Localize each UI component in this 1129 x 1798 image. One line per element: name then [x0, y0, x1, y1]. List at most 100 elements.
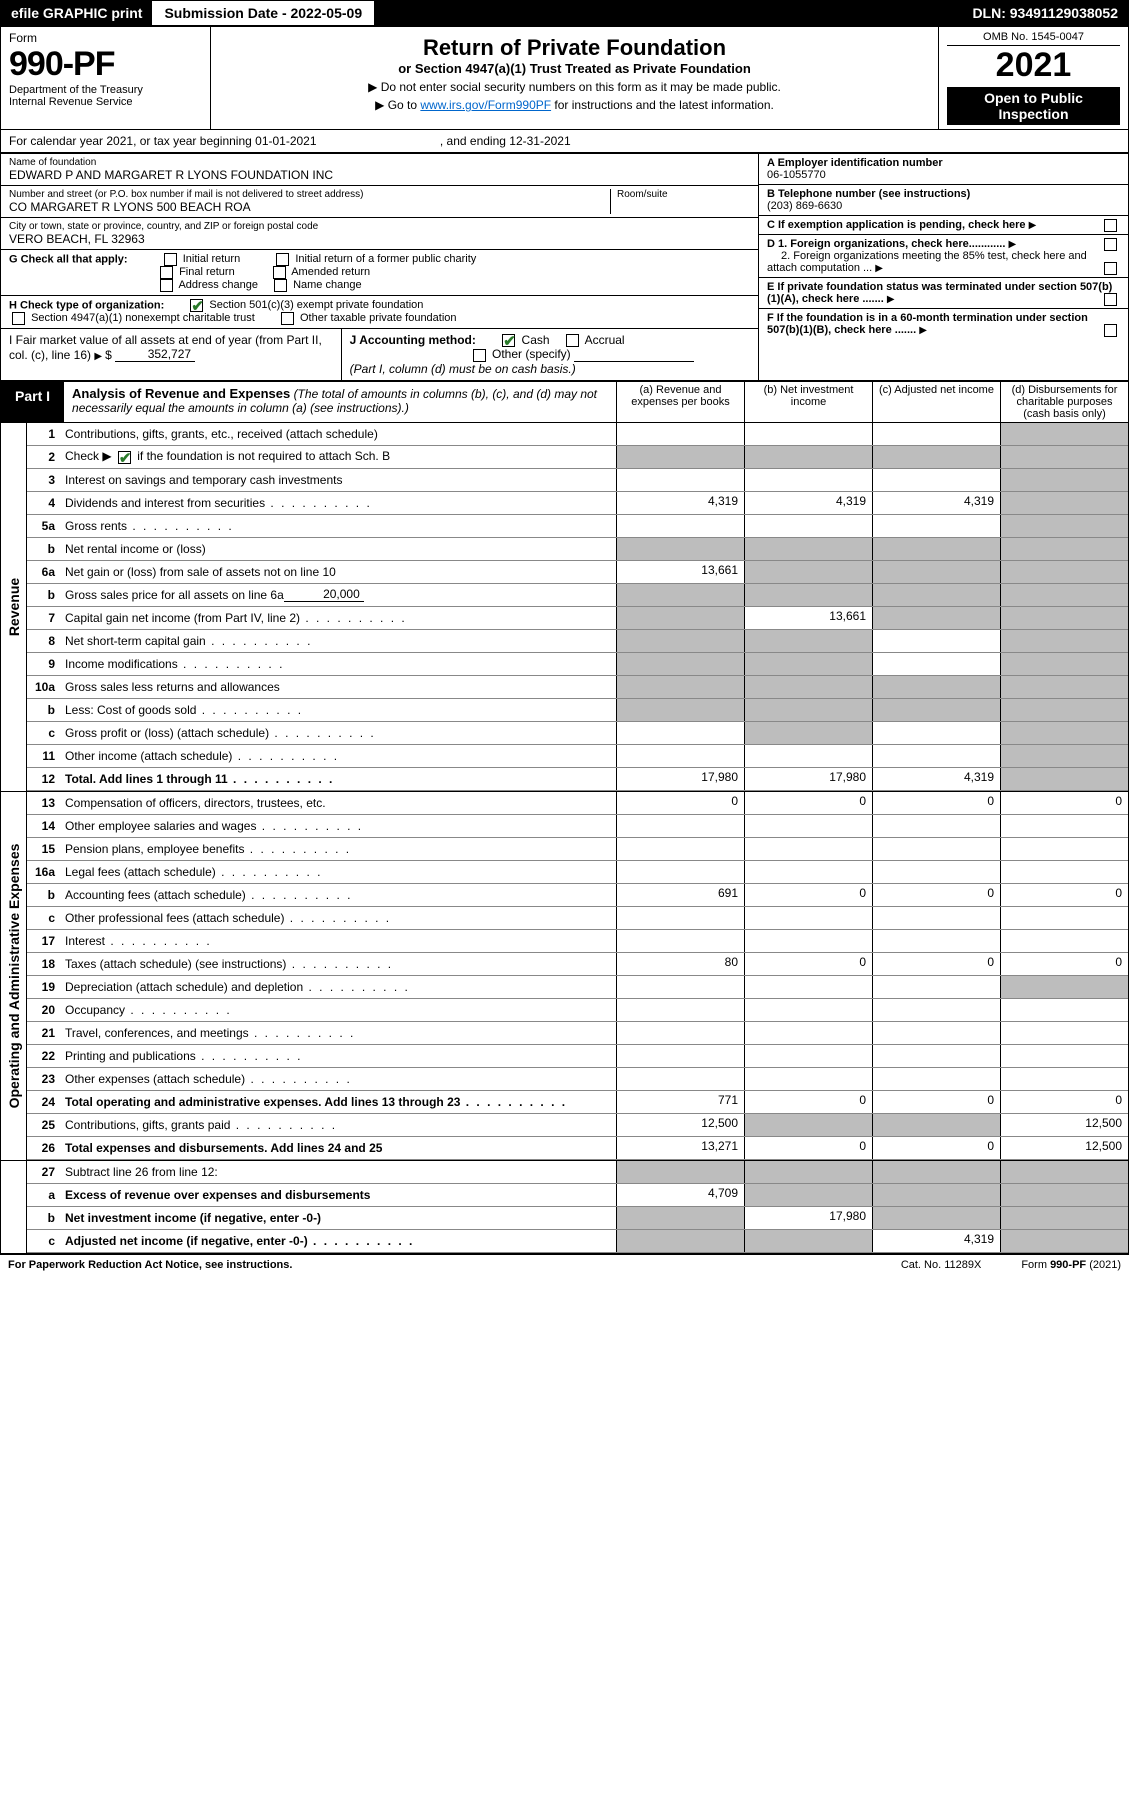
cell-b [744, 630, 872, 652]
ein: 06-1055770 [767, 169, 826, 181]
calendar-year-line: For calendar year 2021, or tax year begi… [0, 130, 1129, 153]
cell-b: 17,980 [744, 1207, 872, 1229]
cell-b: 0 [744, 884, 872, 906]
cell-a [616, 584, 744, 606]
line-number: 1 [27, 427, 61, 441]
cell-a: 771 [616, 1091, 744, 1113]
cell-d [1000, 1207, 1128, 1229]
dept-line1: Department of the Treasury [9, 84, 202, 96]
line-l10b: bLess: Cost of goods sold [27, 699, 1128, 722]
checkbox-other-method[interactable] [473, 349, 486, 362]
foundation-name-label: Name of foundation [9, 157, 750, 168]
cell-c [872, 1161, 1000, 1183]
line-number: b [27, 888, 61, 902]
line-l10a: 10aGross sales less returns and allowanc… [27, 676, 1128, 699]
line-l18: 18Taxes (attach schedule) (see instructi… [27, 953, 1128, 976]
cell-b: 13,661 [744, 607, 872, 629]
line-number: 8 [27, 634, 61, 648]
cell-d: 12,500 [1000, 1137, 1128, 1159]
col-d-header: (d) Disbursements for charitable purpose… [1000, 382, 1128, 422]
checkbox-amended[interactable] [273, 266, 286, 279]
cell-a [616, 815, 744, 837]
checkbox-cash[interactable] [502, 334, 515, 347]
checkbox-f[interactable] [1104, 324, 1117, 337]
cell-a [616, 469, 744, 491]
cell-d [1000, 1230, 1128, 1252]
cell-b [744, 722, 872, 744]
cell-c: 0 [872, 1137, 1000, 1159]
form-word: Form [9, 31, 202, 45]
line-l27c: cAdjusted net income (if negative, enter… [27, 1230, 1128, 1253]
line-l16c: cOther professional fees (attach schedul… [27, 907, 1128, 930]
cell-c [872, 584, 1000, 606]
tax-year: 2021 [947, 46, 1120, 85]
omb-number: OMB No. 1545-0047 [947, 31, 1120, 46]
line-l5a: 5aGross rents [27, 515, 1128, 538]
entity-block: Name of foundation EDWARD P AND MARGARET… [0, 153, 1129, 381]
form-subtitle: or Section 4947(a)(1) Trust Treated as P… [219, 61, 930, 76]
line-l16a: 16aLegal fees (attach schedule) [27, 861, 1128, 884]
cell-b: 0 [744, 792, 872, 814]
cell-c [872, 930, 1000, 952]
subtotal-section: 27Subtract line 26 from line 12:aExcess … [0, 1160, 1129, 1254]
cell-b [744, 815, 872, 837]
cell-a [616, 1022, 744, 1044]
line-l7: 7Capital gain net income (from Part IV, … [27, 607, 1128, 630]
line-number: b [27, 588, 61, 602]
checkbox-accrual[interactable] [566, 334, 579, 347]
cell-d: 0 [1000, 953, 1128, 975]
footer-left: For Paperwork Reduction Act Notice, see … [8, 1259, 292, 1271]
line-number: 4 [27, 496, 61, 510]
line-number: 21 [27, 1026, 61, 1040]
line-l15: 15Pension plans, employee benefits [27, 838, 1128, 861]
part1-tag: Part I [1, 382, 64, 422]
line-l12: 12Total. Add lines 1 through 1117,98017,… [27, 768, 1128, 791]
address-label: Number and street (or P.O. box number if… [9, 189, 610, 200]
cell-d [1000, 815, 1128, 837]
cell-b [744, 1161, 872, 1183]
checkbox-4947a1[interactable] [12, 312, 25, 325]
line-l24: 24Total operating and administrative exp… [27, 1091, 1128, 1114]
checkbox-final-return[interactable] [160, 266, 173, 279]
line-number: b [27, 542, 61, 556]
cell-d [1000, 630, 1128, 652]
line-l20: 20Occupancy [27, 999, 1128, 1022]
line-l3: 3Interest on savings and temporary cash … [27, 469, 1128, 492]
checkbox-initial-return[interactable] [164, 253, 177, 266]
cell-c [872, 607, 1000, 629]
line-l4: 4Dividends and interest from securities4… [27, 492, 1128, 515]
checkbox-name-change[interactable] [274, 279, 287, 292]
checkbox-e[interactable] [1104, 293, 1117, 306]
revenue-section: Revenue 1Contributions, gifts, grants, e… [0, 423, 1129, 791]
checkbox-address-change[interactable] [160, 279, 173, 292]
checkbox-schB[interactable] [118, 451, 131, 464]
submission-date: Submission Date - 2022-05-09 [154, 1, 374, 25]
cell-c: 4,319 [872, 492, 1000, 514]
cell-b [744, 861, 872, 883]
cell-d [1000, 1022, 1128, 1044]
cell-d [1000, 607, 1128, 629]
checkbox-501c3[interactable] [190, 299, 203, 312]
cell-a [616, 861, 744, 883]
checkbox-d1[interactable] [1104, 238, 1117, 251]
cell-a [616, 630, 744, 652]
line-l10c: cGross profit or (loss) (attach schedule… [27, 722, 1128, 745]
checkbox-initial-former[interactable] [276, 253, 289, 266]
cell-c [872, 699, 1000, 721]
line-number: 18 [27, 957, 61, 971]
line-text: Travel, conferences, and meetings [61, 1024, 616, 1042]
checkbox-c[interactable] [1104, 219, 1117, 232]
line-number: c [27, 726, 61, 740]
cell-c: 4,319 [872, 1230, 1000, 1252]
line-text: Contributions, gifts, grants, etc., rece… [61, 425, 616, 443]
cell-b: 0 [744, 1091, 872, 1113]
line-number: 9 [27, 657, 61, 671]
line-text: Capital gain net income (from Part IV, l… [61, 609, 616, 627]
instructions-link[interactable]: www.irs.gov/Form990PF [420, 98, 551, 112]
checkbox-other-taxable[interactable] [281, 312, 294, 325]
checkbox-d2[interactable] [1104, 262, 1117, 275]
cell-a [616, 1230, 744, 1252]
line-number: 22 [27, 1049, 61, 1063]
cell-d: 12,500 [1000, 1114, 1128, 1136]
cell-c: 0 [872, 792, 1000, 814]
